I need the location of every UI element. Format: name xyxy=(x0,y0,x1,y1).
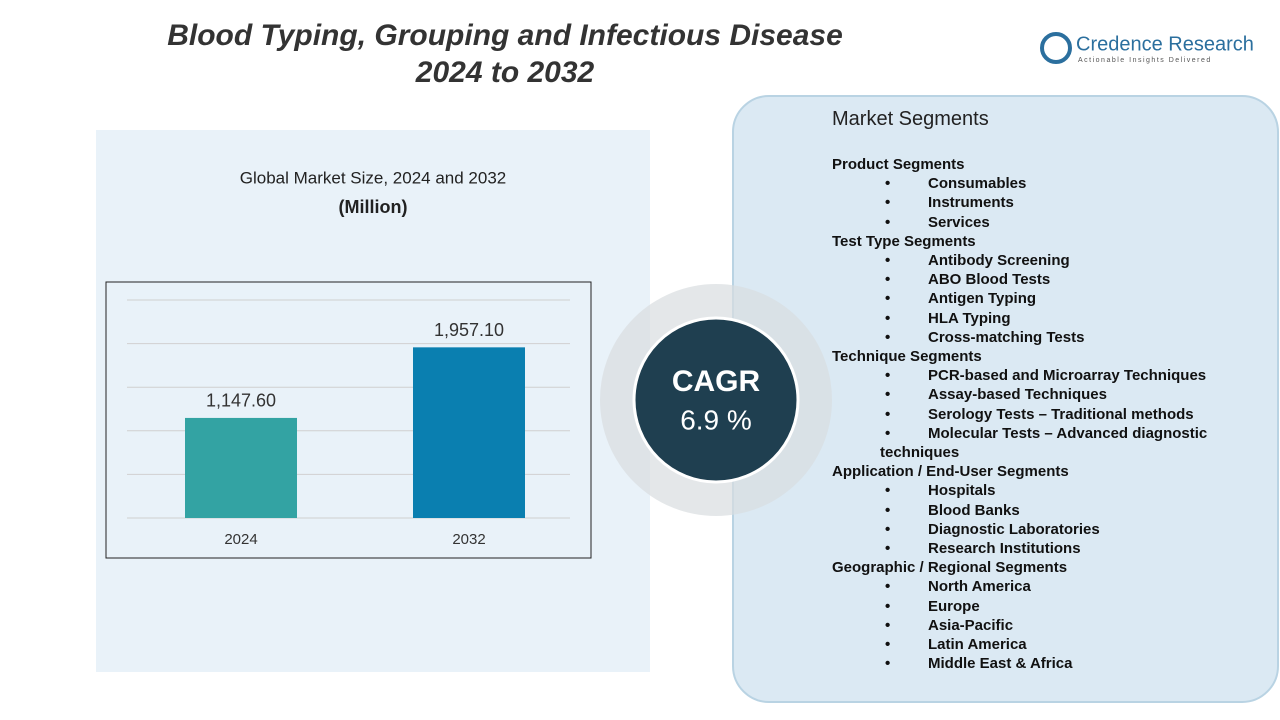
cagr-label: CAGR xyxy=(672,365,761,398)
cagr-circle xyxy=(632,316,800,484)
bullet: • xyxy=(885,520,891,538)
segment-group: Test Type Segments xyxy=(832,232,976,250)
segment-item-text: North America xyxy=(928,578,1031,596)
bullet: • xyxy=(885,271,891,289)
segment-item: • Serology Tests – Traditional methods xyxy=(880,405,1250,424)
bullet: • xyxy=(885,578,891,596)
bullet: • xyxy=(885,424,891,442)
segment-item-text: Serology Tests – Traditional methods xyxy=(928,405,1194,423)
bullet: • xyxy=(885,405,891,423)
segment-item: • Latin America xyxy=(880,635,1250,654)
segment-item-text: Antigen Typing xyxy=(928,290,1037,308)
segment-group: Technique Segments xyxy=(832,348,982,366)
segment-item-text: Cross-matching Tests xyxy=(928,328,1085,346)
segment-item-text: Middle East & Africa xyxy=(928,655,1073,673)
segment-group: Geographic / Regional Segments xyxy=(832,559,1068,577)
logo-tagline: Actionable Insights Delivered xyxy=(1078,57,1212,64)
segment-item: • Blood Banks xyxy=(880,501,1250,520)
segment-group: Product Segments xyxy=(832,156,965,173)
logo-name: Credence Research xyxy=(1076,33,1254,55)
bullet: • xyxy=(885,213,891,231)
bullet: • xyxy=(885,367,891,385)
page-subtitle: 2024 to 2032 xyxy=(415,56,595,89)
bullet: • xyxy=(885,540,891,558)
plot-frame xyxy=(105,281,592,559)
segment-item-text: PCR-based and Microarray Techniques xyxy=(928,367,1207,385)
logo-icon xyxy=(1040,32,1072,64)
segment-item-text: Instruments xyxy=(928,194,1014,212)
chart-panel xyxy=(96,130,650,672)
segment-item-text: Antibody Screening xyxy=(928,252,1070,270)
segment-item-text: Assay-based Techniques xyxy=(928,386,1107,404)
value-label: 1,957.10 xyxy=(434,320,504,340)
bullet: • xyxy=(885,386,891,404)
segment-item: • Asia-Pacific xyxy=(880,616,1250,635)
segment-item: • HLA Typing xyxy=(880,309,1250,328)
segment-item: • Instruments xyxy=(880,193,1250,212)
page-title: Blood Typing, Grouping and Infectious Di… xyxy=(167,19,843,52)
segment-item: • Assay-based Techniques xyxy=(880,385,1250,404)
segment-item: • ABO Blood Tests xyxy=(880,270,1250,289)
bullet: • xyxy=(885,309,891,327)
segment-item: • Antibody Screening xyxy=(880,251,1250,270)
segment-item-text: Blood Banks xyxy=(928,501,1020,519)
segment-item-text: Consumables xyxy=(928,175,1027,193)
segment-item: • North America xyxy=(880,577,1250,596)
chart-unit: (Million) xyxy=(339,197,408,217)
segment-item: • Europe xyxy=(880,597,1250,616)
value-label: 1,147.60 xyxy=(206,391,276,411)
segment-item-text: Hospitals xyxy=(928,482,996,500)
segment-item: • Middle East & Africa xyxy=(880,654,1250,673)
segment-item-text: Diagnostic Laboratories xyxy=(928,520,1100,538)
segment-item: • Molecular Tests – Advanced diagnostic t… xyxy=(880,424,1250,462)
segment-item-text: HLA Typing xyxy=(928,309,1011,327)
segment-item: • PCR-based and Microarray Techniques xyxy=(880,366,1250,385)
segment-item-text: Molecular Tests – Advanced diagnostic te… xyxy=(880,424,1208,462)
segment-item: • Consumables xyxy=(880,174,1250,193)
bullet: • xyxy=(885,194,891,212)
segment-item-text: Research Institutions xyxy=(928,540,1081,558)
bullet: • xyxy=(885,616,891,634)
segment-item: • Research Institutions xyxy=(880,539,1250,558)
segment-item-text: Asia-Pacific xyxy=(928,616,1014,634)
bar xyxy=(185,417,297,518)
bar xyxy=(413,347,525,518)
segment-item-text: Latin America xyxy=(928,636,1027,654)
segment-item-text: Services xyxy=(928,213,990,231)
bullet: • xyxy=(885,290,891,308)
segments: Market Segments Product Segments • Consumab… xyxy=(832,108,1252,673)
bullet: • xyxy=(885,328,891,346)
bullet: • xyxy=(885,655,891,673)
segment-item-text: Europe xyxy=(928,597,980,615)
segment-group: Application / End-User Segments xyxy=(832,463,1069,481)
cagr-value: 6.9 % xyxy=(680,404,752,435)
bullet: • xyxy=(885,501,891,519)
segment-item: • Cross-matching Tests xyxy=(880,328,1250,347)
bullet: • xyxy=(885,175,891,193)
bullet: • xyxy=(885,636,891,654)
x-tick-label: 2032 xyxy=(452,531,485,548)
segments-title: Market Segments xyxy=(832,108,989,130)
bullet: • xyxy=(885,597,891,615)
bullet: • xyxy=(885,252,891,270)
segment-item: • Services xyxy=(880,213,1250,232)
x-tick-label: 2024 xyxy=(224,531,257,548)
segment-item: • Diagnostic Laboratories xyxy=(880,520,1250,539)
segment-item-text: ABO Blood Tests xyxy=(928,271,1051,289)
chart-title: Global Market Size, 2024 and 2032 xyxy=(240,168,507,187)
segment-item: • Antigen Typing xyxy=(880,289,1250,308)
segment-item: • Hospitals xyxy=(880,481,1250,500)
bullet: • xyxy=(885,482,891,500)
